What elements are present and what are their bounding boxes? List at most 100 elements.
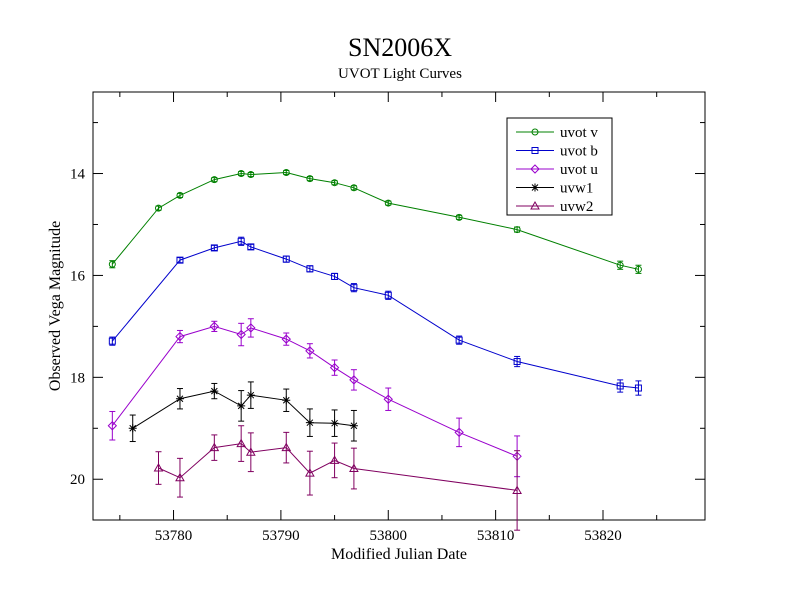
data-point [246,323,256,333]
error-bar [176,457,183,498]
error-bar [155,451,162,485]
data-point [107,421,118,431]
data-point [237,237,245,245]
plot-frame [92,91,706,521]
data-point [247,171,255,179]
data-point [513,358,521,366]
error-bar [350,369,357,391]
data-point [329,455,340,464]
legend-item: uvot b [516,144,598,160]
series-line-uvot-u [111,325,518,457]
data-point [128,424,137,433]
x-axis-label: Modified Julian Date [331,546,467,563]
error-bar [635,380,642,396]
legend-marker [531,128,539,136]
error-bar [283,431,290,464]
data-point [349,421,358,430]
legend-label: uvw1 [560,181,593,197]
legend-label: uvot v [560,125,598,141]
data-point [176,191,184,199]
data-point [108,337,116,345]
series-group [107,169,642,531]
data-point [634,265,642,273]
legend-label: uvw2 [560,199,593,215]
data-point [176,256,184,264]
y-tick-label: 18 [70,370,85,386]
data-point [209,442,220,452]
data-point [108,260,116,268]
data-point [305,468,315,477]
legend-marker [531,147,539,154]
data-point [331,272,339,280]
data-point [245,447,256,456]
series-uvot-v [108,169,642,274]
legend-label: uvot u [560,162,598,178]
y-tick-label: 20 [70,472,85,488]
data-point [236,438,247,448]
data-point [455,213,463,221]
chart-title: SN2006X [348,33,452,62]
y-axis-label: Observed Vega Magnitude [47,221,64,391]
x-tick-label: 53780 [155,528,193,544]
y-tick-label: 16 [70,268,86,284]
data-point [616,382,624,390]
data-point [329,362,340,373]
data-point [306,175,314,183]
x-tick-label: 53790 [262,528,300,544]
legend-marker [530,200,540,210]
data-point [306,265,314,273]
data-point [634,384,642,392]
legend-item: uvw2 [516,199,593,215]
error-bar [211,434,218,461]
axis-ticks: 53780 53790 53800 53810 53820 14 16 18 20 [70,92,705,544]
series-uvot-b [108,236,642,396]
data-point [210,387,219,396]
data-point [210,244,218,252]
data-point [282,396,291,405]
error-bar [109,260,116,269]
error-bar [306,343,313,359]
error-bar [306,450,313,496]
data-point [455,336,463,344]
error-bar [514,450,521,531]
error-bar [247,318,254,338]
data-point [281,442,292,452]
data-point [350,284,358,292]
series-uvot-u [107,318,522,478]
legend: uvot v uvot b uvot u uvw1 uvw2 [506,117,613,216]
legend-label: uvot b [560,144,598,160]
series-uvw2 [153,425,522,531]
error-bar [385,387,392,411]
data-point [246,391,255,400]
data-point [247,243,255,251]
data-point [175,331,185,342]
series-line-uvw2 [158,443,518,491]
data-point [384,199,392,207]
data-point [384,291,392,299]
data-point [616,261,624,269]
data-point [305,418,314,427]
data-point [281,334,291,344]
data-point [282,169,290,177]
data-point [237,170,245,178]
legend-box [506,117,613,216]
data-point [153,463,164,472]
chart-subtitle: UVOT Light Curves [338,66,462,82]
series-line-uvot-b [111,240,639,389]
data-point [383,394,393,404]
error-bar [238,425,245,462]
data-point [175,394,184,403]
legend-item: uvot u [516,162,598,178]
legend-item: uvot v [516,125,598,141]
data-point [454,427,464,438]
error-bar [238,322,245,347]
data-point [349,463,359,473]
error-bar [331,442,338,479]
legend-marker [530,164,540,174]
data-point [330,419,339,428]
data-point [237,401,246,410]
legend-item: uvw1 [516,181,593,197]
data-point [350,184,358,192]
data-point [349,375,359,385]
